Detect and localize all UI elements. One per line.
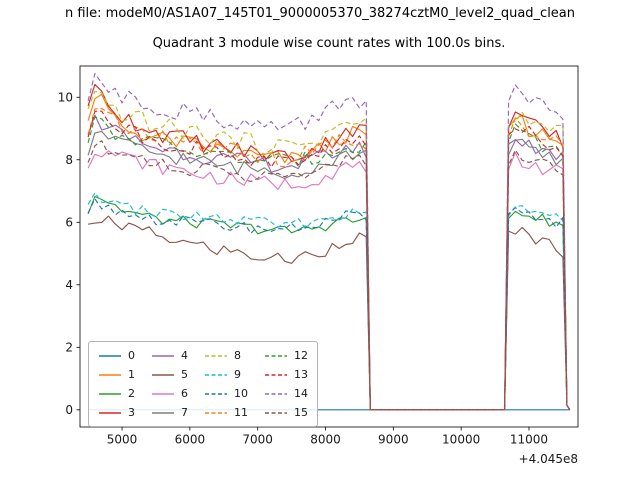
legend-item-label: 1 [128,368,135,381]
legend-item-label: 10 [234,387,248,400]
y-tick-label: 6 [65,215,73,229]
legend-line-sample [152,392,174,395]
x-tick-label: 7000 [242,433,273,447]
y-tick-label: 4 [65,278,73,292]
series-line-13 [87,110,571,411]
legend-item-label: 6 [181,387,188,400]
legend-item: 13 [264,366,308,383]
legend-line-sample [99,354,121,357]
y-tick-label: 8 [65,153,73,167]
x-tick-label: 9000 [378,433,409,447]
legend-line-sample [205,411,227,414]
x-tick-label: 10000 [442,433,480,447]
legend-item: 15 [264,404,308,421]
legend-item: 6 [151,385,188,402]
y-tick-label: 0 [65,403,73,417]
y-tick-label: 2 [65,340,73,354]
legend-line-sample [265,411,287,414]
legend-item: 7 [151,404,188,421]
x-axis-offset-label: +4.045e8 [518,452,578,466]
legend-item-label: 13 [294,368,308,381]
legend-item-label: 2 [128,387,135,400]
series-line-15 [87,140,571,411]
legend-item: 10 [204,385,248,402]
legend-item-label: 14 [294,387,308,400]
legend-line-sample [99,392,121,395]
legend-line-sample [265,392,287,395]
x-tick-label: 11000 [510,433,548,447]
legend-item-label: 0 [128,349,135,362]
legend-item-label: 12 [294,349,308,362]
legend-item: 0 [98,347,135,364]
legend-item: 14 [264,385,308,402]
legend-line-sample [205,373,227,376]
legend-item-label: 9 [234,368,241,381]
legend-line-sample [205,354,227,357]
legend-item: 12 [264,347,308,364]
legend-line-sample [152,373,174,376]
legend-item: 2 [98,385,135,402]
legend-line-sample [99,373,121,376]
axes-frame [79,65,579,428]
legend-line-sample [152,354,174,357]
legend-item: 8 [204,347,248,364]
legend-item-label: 5 [181,368,188,381]
legend-item-label: 11 [234,406,248,419]
legend-item: 9 [204,366,248,383]
legend: 0 1 2 3 4 5 6 7 8 9 10 11 12 13 14 15 [88,341,318,427]
figure-suptitle: n file: modeM0/AS1A07_145T01_9000005370_… [64,6,576,21]
legend-line-sample [265,354,287,357]
legend-item-label: 8 [234,349,241,362]
legend-line-sample [205,392,227,395]
x-tick-label: 8000 [310,433,341,447]
legend-line-sample [152,411,174,414]
x-tick-label: 5000 [107,433,138,447]
legend-item: 5 [151,366,188,383]
legend-item: 4 [151,347,188,364]
x-tick-label: 6000 [175,433,206,447]
legend-item: 11 [204,404,248,421]
legend-item: 1 [98,366,135,383]
y-tick-label: 10 [58,90,73,104]
legend-item-label: 15 [294,406,308,419]
legend-item-label: 7 [181,406,188,419]
legend-line-sample [99,411,121,414]
chart-title: Quadrant 3 module wise count rates with … [152,36,506,51]
legend-item-label: 3 [128,406,135,419]
legend-item: 3 [98,404,135,421]
legend-item-label: 4 [181,349,188,362]
legend-line-sample [265,373,287,376]
